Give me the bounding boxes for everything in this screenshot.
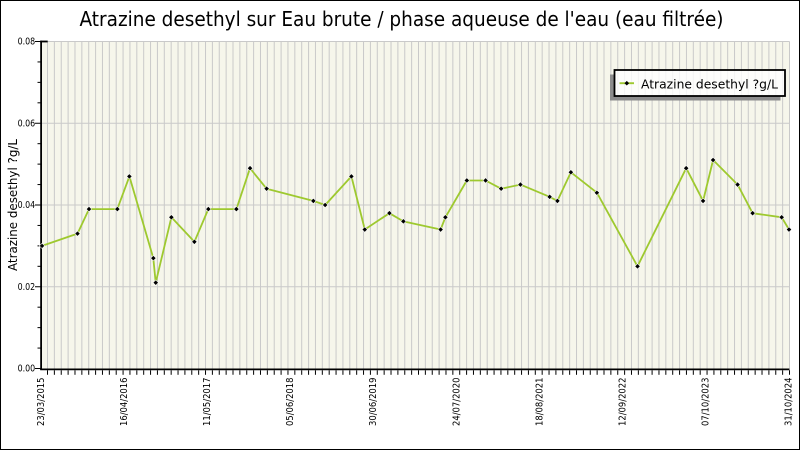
data-point-marker: [546, 193, 553, 200]
data-point-marker: [683, 165, 690, 172]
data-point-marker: [263, 185, 270, 192]
x-tick-label: 05/06/2018: [285, 378, 296, 427]
data-point-marker: [152, 279, 159, 286]
data-point-marker: [463, 177, 470, 184]
data-point-marker: [205, 206, 212, 213]
x-tick-label: 18/08/2021: [534, 378, 545, 427]
data-point-marker: [593, 189, 600, 196]
data-point-marker: [785, 226, 793, 233]
x-tick-label: 30/06/2019: [368, 378, 379, 427]
axes: [40, 40, 790, 371]
chart-title: Atrazine desethyl sur Eau brute / phase …: [80, 7, 724, 31]
data-point-marker: [247, 165, 254, 172]
data-point-marker: [482, 177, 489, 184]
x-tick-label: 07/10/2023: [700, 378, 711, 427]
data-point-marker: [38, 242, 46, 249]
x-tick-label: 23/03/2015: [36, 378, 47, 427]
axis-ticks: [35, 41, 790, 375]
y-tick-label: 0.00: [18, 364, 36, 375]
data-point-marker: [498, 185, 505, 192]
data-point-marker: [168, 214, 175, 221]
data-point-marker: [74, 230, 81, 237]
x-tick-label: 24/07/2020: [451, 378, 462, 427]
data-point-marker: [114, 206, 121, 213]
data-point-marker: [400, 218, 407, 225]
data-point-marker: [85, 206, 93, 213]
data-point-marker: [554, 197, 561, 204]
data-point-marker: [150, 255, 157, 262]
y-tick-label: 0.08: [18, 37, 36, 48]
data-point-marker: [322, 201, 329, 209]
x-tick-labels: 23/03/2015 16/04/2016 11/05/2017 05/06/2018…: [36, 378, 794, 427]
x-tick-label: 31/10/2024: [783, 378, 794, 427]
data-point-marker: [361, 226, 368, 233]
data-point-marker: [634, 263, 641, 270]
data-point-marker: [437, 226, 444, 233]
data-point-marker: [710, 157, 717, 164]
y-tick-labels: 0.00 0.02 0.04 0.06 0.08: [18, 37, 36, 375]
horizontal-gridlines: [41, 122, 790, 288]
data-point-marker: [191, 238, 198, 245]
data-point-marker: [778, 214, 785, 221]
data-point-marker: [310, 197, 317, 204]
legend-box: [613, 69, 786, 97]
x-tick-label: 12/09/2022: [617, 378, 628, 427]
data-point-marker: [386, 210, 393, 217]
y-axis-title: Atrazine desethyl ?g/L: [5, 139, 20, 271]
legend-label: Atrazine desethyl ?g/L: [641, 76, 778, 91]
data-point-marker: [126, 173, 133, 180]
data-point-marker: [348, 173, 355, 180]
data-point-marker: [233, 206, 240, 213]
data-point-marker: [700, 197, 707, 204]
legend-marker-diamond-icon: [624, 80, 630, 86]
legend: Atrazine desethyl ?g/L: [610, 69, 786, 101]
data-series: [38, 157, 793, 286]
y-tick-label: 0.04: [18, 200, 36, 211]
data-point-marker: [442, 214, 449, 221]
x-tick-label: 16/04/2016: [119, 378, 130, 427]
y-tick-label: 0.06: [18, 118, 36, 129]
data-point-marker: [749, 210, 756, 217]
data-point-marker: [517, 181, 524, 188]
y-tick-label: 0.02: [18, 282, 36, 293]
x-tick-label: 11/05/2017: [202, 378, 213, 427]
legend-shadow: [610, 74, 781, 101]
data-point-marker: [734, 181, 741, 188]
data-point-marker: [567, 169, 574, 176]
